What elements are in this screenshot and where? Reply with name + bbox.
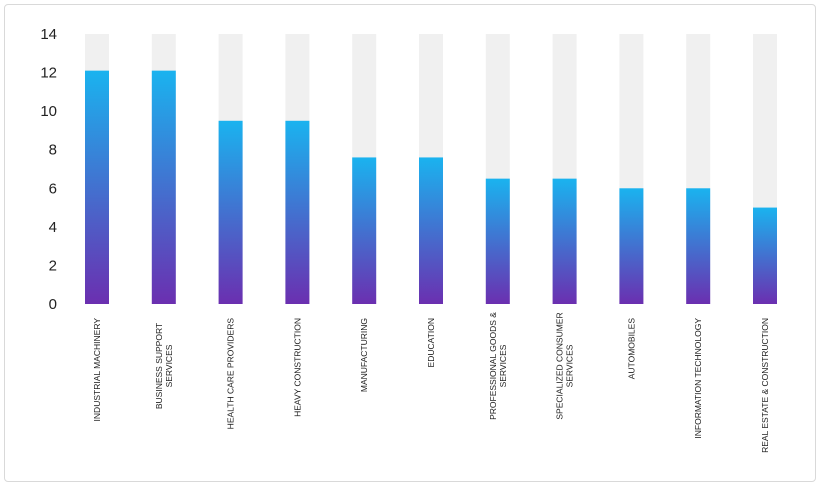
x-category-label: EDUCATION — [426, 318, 436, 367]
x-category-label-line: AUTOMOBILES — [626, 318, 636, 380]
bar — [285, 120, 310, 305]
x-category-label-line: SERVICES — [164, 344, 174, 387]
x-category-label-line: HEAVY CONSTRUCTION — [292, 318, 302, 417]
bars-group — [85, 34, 777, 305]
y-tick-label: 0 — [49, 296, 57, 313]
chart-frame — [4, 4, 816, 482]
y-tick-label: 10 — [40, 103, 57, 120]
x-category-label: INFORMATION TECHNOLOGY — [693, 318, 703, 439]
bar — [419, 157, 443, 304]
x-category-label-line: SPECIALIZED CONSUMER — [555, 312, 565, 419]
bar — [753, 207, 777, 304]
bar — [151, 70, 176, 305]
x-category-label-line: MANUFACTURING — [359, 318, 369, 392]
x-category-label-line: REAL ESTATE & CONSTRUCTION — [760, 318, 770, 453]
bar — [686, 188, 711, 304]
x-category-label: HEALTH CARE PROVIDERS — [226, 318, 236, 430]
bar — [352, 157, 377, 304]
y-tick-label: 12 — [40, 65, 57, 82]
y-tick-label: 6 — [49, 180, 57, 197]
x-category-label-line: BUSINESS SUPPORT — [154, 323, 164, 409]
y-tick-label: 14 — [40, 26, 57, 43]
x-category-label: INDUSTRIAL MACHINERY — [92, 318, 102, 422]
y-tick-label: 4 — [49, 219, 57, 236]
x-category-label-line: EDUCATION — [426, 318, 436, 367]
x-category-label: PROFESSIONAL GOODS & SERVICES — [488, 312, 508, 420]
x-category-label: AUTOMOBILES — [626, 318, 636, 380]
bar — [85, 70, 109, 305]
x-category-label-line: HEALTH CARE PROVIDERS — [226, 318, 236, 430]
x-category-label: REAL ESTATE & CONSTRUCTION — [760, 318, 770, 453]
x-category-label: MANUFACTURING — [359, 318, 369, 392]
x-category-label-line: INFORMATION TECHNOLOGY — [693, 318, 703, 439]
y-tick-label: 2 — [49, 257, 57, 274]
x-category-label-line: PROFESSIONAL GOODS & — [488, 312, 498, 420]
x-category-label-line: SERVICES — [565, 344, 575, 387]
bar — [485, 178, 510, 304]
x-category-label-line: SERVICES — [498, 344, 508, 387]
x-category-label: SPECIALIZED CONSUMER SERVICES — [555, 312, 575, 419]
y-axis: 0 2 4 6 8 10 12 14 — [40, 26, 57, 313]
y-tick-label: 8 — [49, 142, 57, 159]
x-category-label: HEAVY CONSTRUCTION — [292, 318, 302, 417]
x-category-label-line: INDUSTRIAL MACHINERY — [92, 318, 102, 422]
x-category-label: BUSINESS SUPPORT SERVICES — [154, 323, 174, 409]
bar — [218, 120, 243, 305]
x-axis: INDUSTRIAL MACHINERY BUSINESS SUPPORT SERV… — [92, 312, 770, 453]
bar — [552, 178, 577, 304]
bar — [619, 188, 644, 304]
